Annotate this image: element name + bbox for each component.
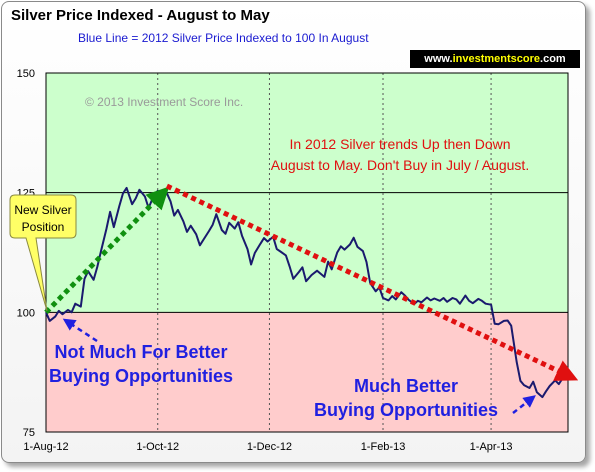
right-note-line-1: Much Better bbox=[354, 376, 458, 396]
callout-line-2: Position bbox=[22, 220, 65, 234]
chart-title: Silver Price Indexed - August to May bbox=[11, 7, 270, 24]
up-trend-arrow bbox=[44, 186, 170, 315]
y-tick-label: 100 bbox=[17, 307, 35, 319]
x-tick-label: 1-Apr-13 bbox=[470, 441, 513, 453]
left-note-line-2: Buying Opportunities bbox=[49, 366, 233, 386]
left-pointer-arrow bbox=[62, 318, 98, 343]
x-tick-label: 1-Aug-12 bbox=[23, 441, 68, 453]
x-tick-label: 1-Dec-12 bbox=[247, 441, 292, 453]
down-trend-arrow bbox=[165, 183, 579, 381]
trend-note-line-1: In 2012 Silver trends Up then Down bbox=[289, 136, 510, 152]
website-prefix: www. bbox=[424, 53, 453, 65]
chart-subtitle: Blue Line = 2012 Silver Price Indexed to… bbox=[78, 31, 369, 45]
plot-border bbox=[45, 72, 569, 433]
x-tick-label: 1-Feb-13 bbox=[361, 441, 406, 453]
new-position-callout: New Silver Position bbox=[9, 194, 77, 312]
callout-line-1: New Silver bbox=[14, 203, 71, 217]
copyright-note: © 2013 Investment Score Inc. bbox=[85, 95, 243, 109]
silver-price-line bbox=[45, 186, 564, 399]
y-tick-label: 150 bbox=[17, 68, 35, 80]
y-tick-label: 75 bbox=[23, 427, 35, 439]
website-suffix: .com bbox=[540, 53, 566, 65]
right-pointer-arrow bbox=[512, 395, 536, 414]
website-badge[interactable]: www.investmentscore.com bbox=[410, 50, 580, 68]
trend-note-line-2: August to May. Don't Buy in July / Augus… bbox=[271, 157, 529, 173]
right-note-line-2: Buying Opportunities bbox=[314, 400, 498, 420]
website-name: investmentscore bbox=[452, 53, 541, 65]
x-tick-label: 1-Oct-12 bbox=[136, 441, 179, 453]
left-note-line-1: Not Much For Better bbox=[55, 342, 228, 362]
